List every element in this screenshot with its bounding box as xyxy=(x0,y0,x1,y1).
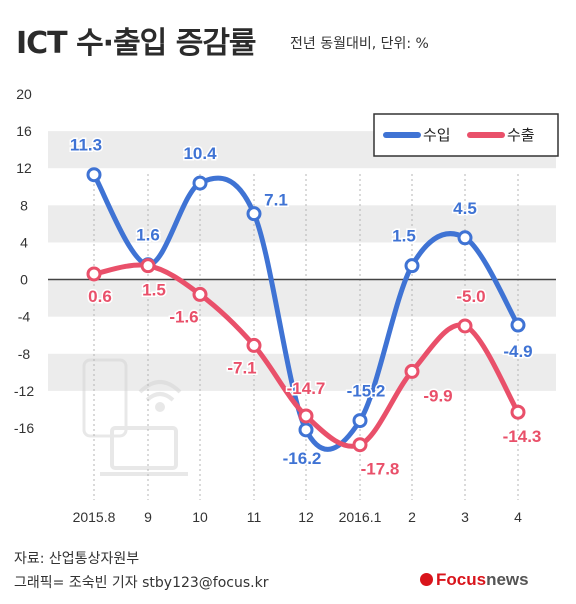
y-tick-label: 12 xyxy=(16,160,32,176)
y-tick-label: -4 xyxy=(18,309,31,325)
grid-band xyxy=(48,353,556,391)
data-label-export: -7.1 xyxy=(227,358,256,377)
point-export xyxy=(246,337,262,353)
y-tick-label: -8 xyxy=(18,346,31,362)
phone-icon xyxy=(82,358,128,438)
data-label-import: 1.6 xyxy=(136,226,160,245)
data-label-import: 1.5 xyxy=(392,227,416,246)
x-tick-label: 10 xyxy=(192,509,208,525)
x-tick-label: 2015.8 xyxy=(73,509,116,525)
x-axis: 2015.8 9 10 11 12 2016.1 2 3 4 xyxy=(73,509,523,525)
data-label-import: 4.5 xyxy=(453,199,477,218)
point-export xyxy=(510,404,526,420)
point-import xyxy=(352,413,368,429)
data-label-import: 11.3 xyxy=(70,136,102,155)
x-tick-label: 9 xyxy=(144,509,152,525)
point-import xyxy=(86,167,102,183)
point-import xyxy=(246,206,262,222)
legend: 수입 수출 xyxy=(373,113,559,157)
data-label-export: -17.8 xyxy=(361,460,400,479)
point-export xyxy=(404,363,420,379)
data-label-import: 10.4 xyxy=(183,144,217,163)
data-label-export: -14.3 xyxy=(503,427,542,446)
point-import xyxy=(510,317,526,333)
y-tick-label: -16 xyxy=(14,420,34,436)
y-tick-label: 0 xyxy=(20,272,28,288)
point-export xyxy=(192,286,208,302)
point-export xyxy=(86,266,102,282)
point-import xyxy=(192,175,208,191)
series-points xyxy=(86,167,526,453)
data-label-export: -9.9 xyxy=(423,386,452,405)
graphic-credit: 그래픽= 조숙빈 기자 stby123@focus.kr xyxy=(14,575,269,591)
point-export xyxy=(457,318,473,334)
legend-import-label: 수입 xyxy=(423,126,451,144)
legend-export-label: 수출 xyxy=(507,126,535,144)
y-tick-label: -12 xyxy=(14,383,34,399)
source-note: 자료: 산업통상자원부 xyxy=(14,551,140,567)
x-tick-label: 2016.1 xyxy=(339,509,382,525)
point-export xyxy=(298,408,314,424)
background-devices xyxy=(82,358,188,476)
point-import xyxy=(404,258,420,274)
point-import xyxy=(457,230,473,246)
data-label-import: -4.9 xyxy=(503,342,532,361)
chart-title: ICT 수·출입 증감률 xyxy=(16,26,257,61)
grid-band xyxy=(48,279,556,317)
y-tick-label: 20 xyxy=(16,86,32,102)
grid-bands xyxy=(48,131,556,391)
laptop-icon xyxy=(100,426,188,476)
data-label-import: 7.1 xyxy=(264,191,288,210)
wifi-icon xyxy=(138,380,182,412)
point-import xyxy=(298,422,314,438)
data-label-import: -15.2 xyxy=(347,382,386,401)
chart-subtitle: 전년 동월대비, 단위: % xyxy=(290,36,429,52)
logo-focus: Focus xyxy=(436,570,487,589)
y-tick-label: 8 xyxy=(20,197,28,213)
point-export xyxy=(352,437,368,453)
data-label-export: -5.0 xyxy=(456,287,485,306)
data-label-export: 0.6 xyxy=(88,287,112,306)
focusnews-logo: Focusnews xyxy=(420,570,529,590)
data-label-export: 1.5 xyxy=(142,281,166,300)
x-tick-label: 3 xyxy=(461,509,469,525)
y-tick-label: 4 xyxy=(20,234,28,250)
data-label-import: -16.2 xyxy=(283,449,322,468)
y-tick-label: 16 xyxy=(16,123,32,139)
x-tick-label: 12 xyxy=(298,509,314,525)
x-tick-label: 2 xyxy=(408,509,416,525)
logo-news: news xyxy=(486,570,529,589)
y-axis: 20 16 12 8 4 0 -4 -8 -12 -16 xyxy=(14,86,556,436)
data-label-export: -14.7 xyxy=(287,379,326,398)
data-label-export: -1.6 xyxy=(169,307,198,326)
point-export xyxy=(140,258,156,274)
x-tick-label: 4 xyxy=(514,509,522,525)
logo-dot-icon xyxy=(420,573,433,586)
x-tick-label: 11 xyxy=(247,509,262,525)
data-labels: 11.3 1.6 10.4 7.1 -16.2 -15.2 1.5 4.5 -4.9 0.6 1.5… xyxy=(68,134,542,480)
